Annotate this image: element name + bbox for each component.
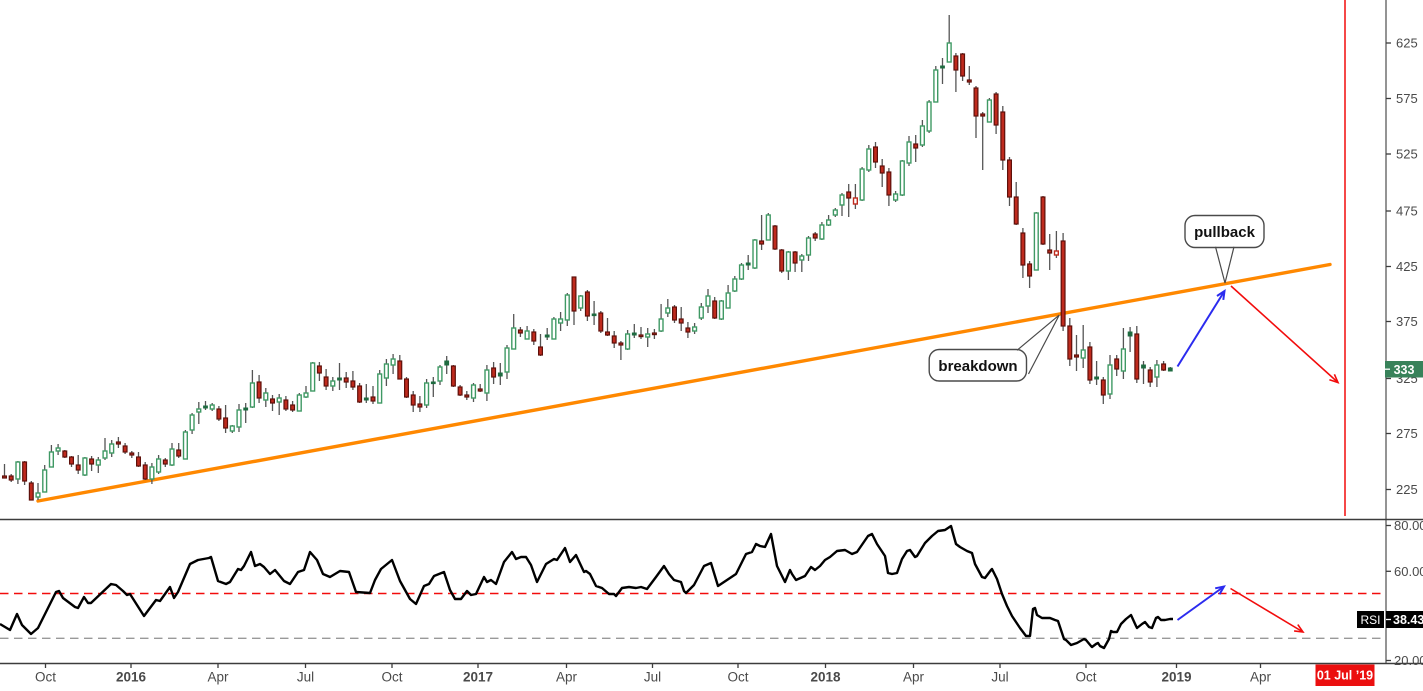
svg-text:2017: 2017 [463,670,493,685]
svg-text:475: 475 [1396,204,1418,219]
svg-text:575: 575 [1396,91,1418,106]
svg-text:01 Jul ’19: 01 Jul ’19 [1317,669,1373,683]
svg-text:38.436: 38.436 [1393,613,1423,627]
svg-text:Oct: Oct [727,670,748,685]
svg-text:60.000: 60.000 [1394,564,1423,579]
svg-text:pullback: pullback [1194,224,1256,241]
svg-text:625: 625 [1396,36,1418,51]
svg-text:375: 375 [1396,314,1418,329]
svg-text:2018: 2018 [810,670,841,685]
svg-text:Oct: Oct [35,670,56,685]
svg-text:RSI: RSI [1360,613,1380,627]
svg-text:20.000: 20.000 [1394,653,1423,668]
svg-text:225: 225 [1396,482,1418,497]
svg-text:80.000: 80.000 [1394,518,1423,533]
svg-text:Apr: Apr [1250,670,1272,685]
svg-text:333: 333 [1394,363,1415,377]
svg-text:275: 275 [1396,426,1418,441]
svg-text:Oct: Oct [381,670,402,685]
svg-text:Apr: Apr [903,670,925,685]
svg-text:Jul: Jul [991,670,1008,685]
svg-text:breakdown: breakdown [938,358,1017,375]
svg-text:Jul: Jul [297,670,314,685]
svg-text:Oct: Oct [1075,670,1096,685]
svg-text:2016: 2016 [116,670,147,685]
svg-text:525: 525 [1396,147,1418,162]
svg-text:Jul: Jul [644,670,661,685]
svg-text:Apr: Apr [556,670,578,685]
svg-text:Apr: Apr [207,670,229,685]
svg-text:2019: 2019 [1161,670,1191,685]
svg-text:425: 425 [1396,259,1418,274]
